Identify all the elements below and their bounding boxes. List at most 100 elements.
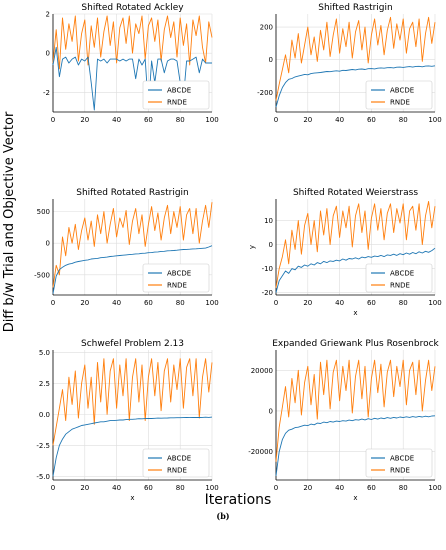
x-tick-label: 60	[144, 484, 153, 492]
y-tick-label: -2.5	[36, 442, 50, 450]
x-tick-label: 0	[51, 116, 55, 124]
y-tick-label: 20000	[251, 367, 273, 375]
x-tick-label: 60	[144, 116, 153, 124]
chart-title: Schwefel Problem 2.13	[81, 339, 184, 349]
x-tick-label: 60	[367, 299, 376, 307]
y-tick-label: -5.0	[36, 473, 50, 481]
legend-label: ABCDE	[167, 87, 191, 95]
x-tick-label: 100	[428, 116, 441, 124]
series-line-rnde	[275, 200, 436, 288]
x-axis-label: x	[353, 494, 357, 502]
y-tick-label: 200	[260, 24, 273, 32]
x-tick-label: 60	[144, 299, 153, 307]
x-tick-label: 0	[274, 299, 278, 307]
y-tick-label: -200	[257, 89, 273, 97]
y-tick-label: -20	[262, 289, 273, 297]
x-tick-label: 0	[274, 484, 278, 492]
legend-label: RNDE	[390, 99, 410, 107]
y-tick-label: 0	[46, 50, 50, 58]
legend-label: RNDE	[390, 282, 410, 290]
x-axis-label: x	[130, 494, 134, 502]
chart-panel: 0 20 40 60 80 100 -200 0 200 Shifted Rastrigin ABC…	[257, 3, 442, 124]
legend-label: ABCDE	[390, 270, 414, 278]
chart-title: Shifted Rastrigin	[318, 3, 392, 13]
x-tick-label: 20	[303, 116, 312, 124]
x-tick-label: 40	[335, 484, 344, 492]
y-tick-label: -10	[262, 265, 273, 273]
y-tick-label: 500	[37, 208, 50, 216]
x-tick-label: 0	[51, 299, 55, 307]
chart-panel: 0 20 40 60 80 100 -5.0 -2.5 0.0 2.5 5.0 Schwefel Pr…	[36, 339, 218, 502]
x-tick-label: 100	[205, 116, 218, 124]
x-tick-label: 80	[176, 299, 185, 307]
legend-label: RNDE	[167, 467, 187, 475]
series-line-abcde	[52, 46, 212, 111]
figure-caption: (b)	[216, 511, 229, 521]
series-line-rnde	[52, 358, 213, 446]
series-line-abcde	[275, 415, 436, 476]
y-tick-label: 10	[264, 217, 273, 225]
chart-title: Shifted Rotated Ackley	[81, 3, 184, 13]
x-tick-label: 40	[112, 299, 121, 307]
y-tick-label: 0	[269, 407, 273, 415]
series-line-rnde	[275, 359, 436, 462]
chart-panel: 0 20 40 60 80 100 -20 -10 0 10 Shifted Rotated Wei…	[248, 188, 442, 317]
y-tick-label: 0.0	[39, 411, 50, 419]
y-tick-label: 0	[269, 56, 273, 64]
series-line-abcde	[52, 245, 213, 294]
series-line-rnde	[275, 16, 436, 101]
y-tick-label: -500	[34, 271, 50, 279]
chart-panel: 0 20 40 60 80 100 -20000 0 20000 Expanded Griewan…	[248, 339, 441, 502]
x-tick-label: 60	[367, 484, 376, 492]
chart-panel: 0 20 40 60 80 100 -500 0 500 Shifted Rotated Rast…	[34, 188, 219, 307]
x-tick-label: 20	[80, 116, 89, 124]
x-tick-label: 20	[80, 484, 89, 492]
x-tick-label: 100	[205, 484, 218, 492]
x-axis-label: x	[353, 309, 357, 317]
y-tick-label: 5.0	[39, 349, 50, 357]
x-tick-label: 0	[51, 484, 55, 492]
series-line-rnde	[52, 202, 213, 288]
legend-label: RNDE	[167, 282, 187, 290]
chart-panel: 0 20 40 60 80 100 -2 0 2 Shifted Rotated Ackley AB…	[43, 3, 219, 124]
x-tick-label: 100	[205, 299, 218, 307]
y-axis-label: y	[248, 245, 256, 249]
x-tick-label: 0	[274, 116, 278, 124]
x-tick-label: 80	[399, 484, 408, 492]
legend-label: ABCDE	[390, 455, 414, 463]
series-line-abcde	[52, 416, 213, 477]
x-tick-label: 100	[428, 484, 441, 492]
chart-title: Shifted Rotated Rastrigin	[76, 188, 189, 198]
x-tick-label: 60	[367, 116, 376, 124]
figure-y-label: Diff b/w Trial and Objective Vector	[2, 111, 17, 332]
y-tick-label: -20000	[248, 448, 273, 456]
chart-title: Shifted Rotated Weierstrass	[293, 188, 418, 198]
legend-label: RNDE	[167, 99, 187, 107]
y-tick-label: 0	[46, 240, 50, 248]
x-tick-label: 80	[176, 484, 185, 492]
chart-title: Expanded Griewank Plus Rosenbrock	[272, 339, 439, 349]
x-tick-label: 40	[335, 299, 344, 307]
legend-label: ABCDE	[167, 455, 191, 463]
y-tick-label: 2.5	[39, 380, 50, 388]
y-tick-label: 2	[46, 11, 50, 19]
x-tick-label: 20	[303, 299, 312, 307]
x-tick-label: 20	[303, 484, 312, 492]
figure-x-label: Iterations	[205, 492, 272, 508]
x-tick-label: 100	[428, 299, 441, 307]
x-tick-label: 40	[112, 484, 121, 492]
x-tick-label: 80	[176, 116, 185, 124]
y-tick-label: 0	[269, 241, 273, 249]
x-tick-label: 80	[399, 116, 408, 124]
legend-label: ABCDE	[167, 270, 191, 278]
x-tick-label: 40	[112, 116, 121, 124]
series-line-rnde	[52, 15, 213, 70]
legend-label: ABCDE	[390, 87, 414, 95]
legend-label: RNDE	[390, 467, 410, 475]
x-tick-label: 20	[80, 299, 89, 307]
series-line-abcde	[275, 247, 436, 293]
x-tick-label: 40	[335, 116, 344, 124]
x-tick-label: 80	[399, 299, 408, 307]
